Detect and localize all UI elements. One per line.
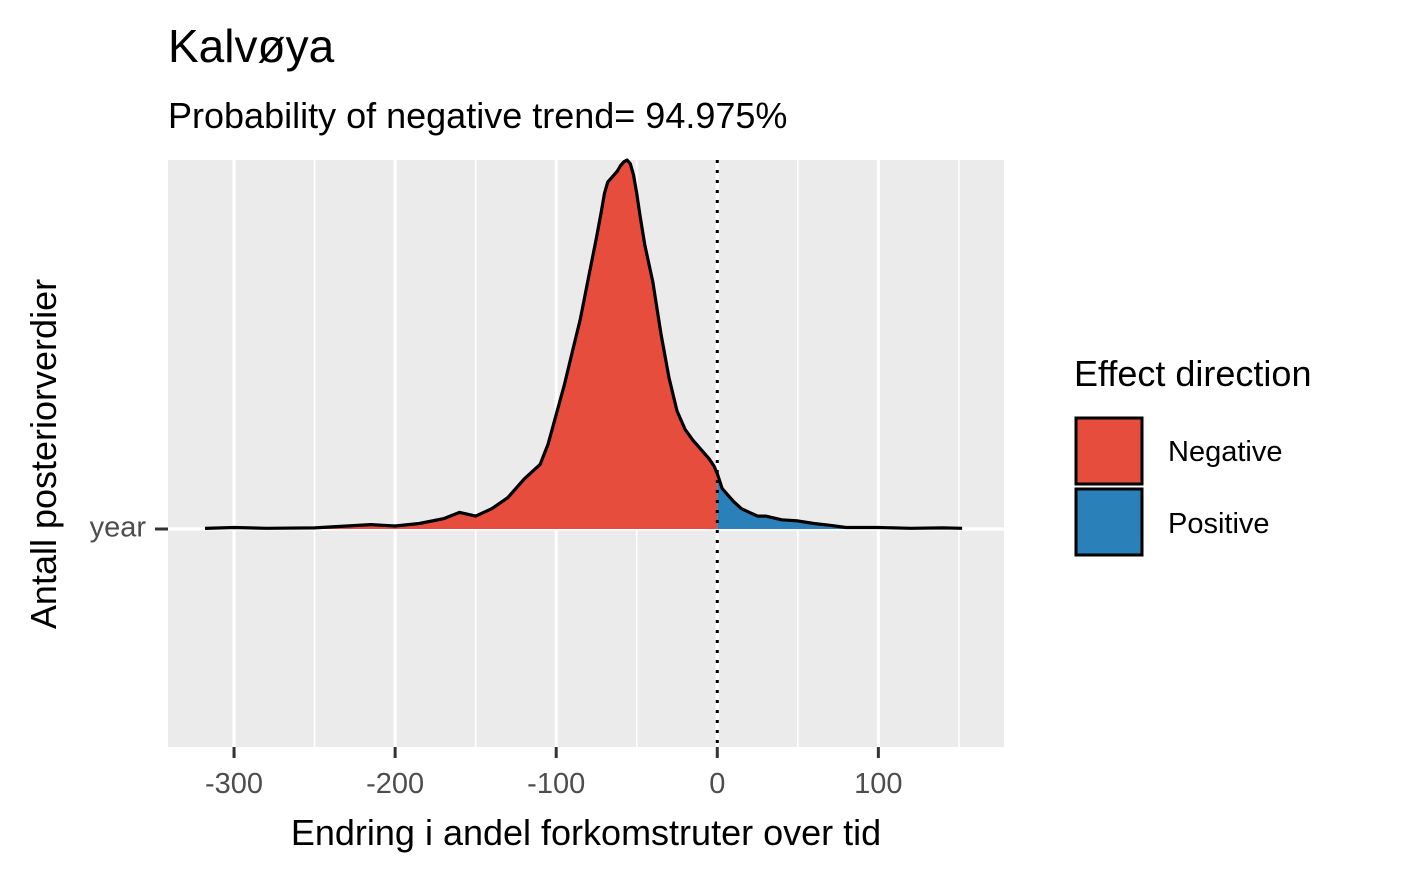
y-tick-label: year	[90, 512, 147, 544]
legend-key-negative	[1074, 416, 1144, 486]
legend-label-positive: Positive	[1168, 508, 1270, 540]
x-axis-title: Endring i andel forkomstruter over tid	[291, 812, 881, 853]
x-tick-label: -100	[527, 768, 585, 800]
density-outline	[204, 158, 963, 530]
legend-label-negative: Negative	[1168, 436, 1282, 468]
x-tick-label: 100	[854, 768, 902, 800]
legend-key-positive	[1074, 487, 1144, 557]
density-area-positive	[717, 473, 963, 529]
legend-title: Effect direction	[1074, 353, 1311, 394]
x-tick-label: -200	[366, 768, 424, 800]
chart-subtitle: Probability of negative trend= 94.975%	[168, 95, 787, 136]
y-axis-title: Antall posteriorverdier	[23, 279, 64, 629]
x-tick-label: 0	[709, 768, 725, 800]
x-axis-ticks: -300 -200 -100 0 100	[205, 747, 903, 800]
density-area-negative	[205, 160, 718, 529]
x-tick-label: -300	[205, 768, 263, 800]
chart-title: Kalvøya	[168, 20, 335, 72]
